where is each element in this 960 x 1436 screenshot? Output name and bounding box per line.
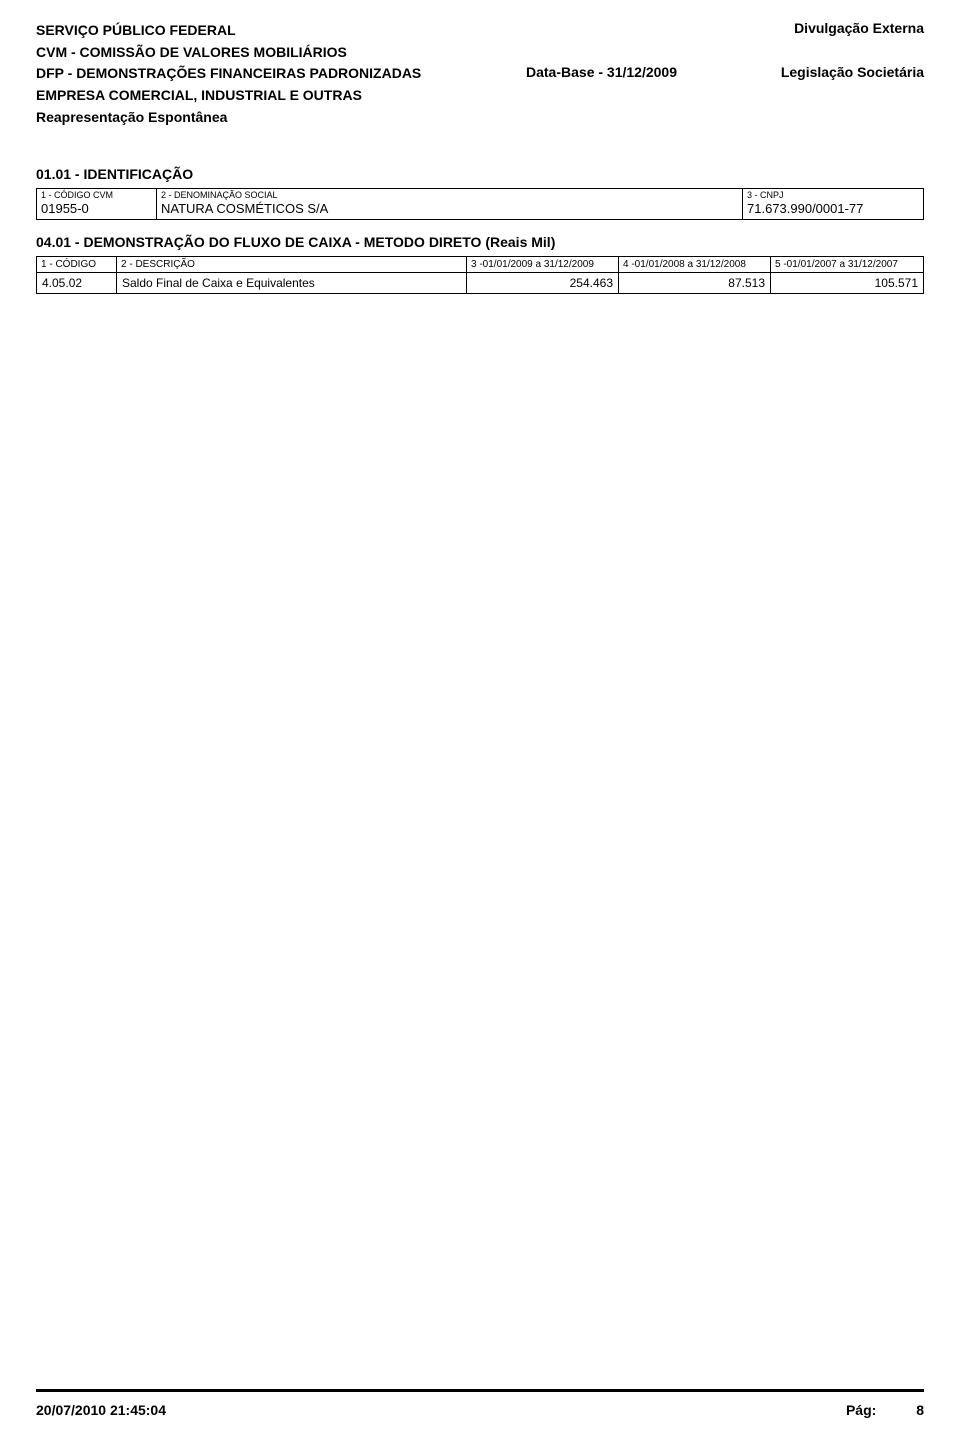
table-row: 4.05.02 Saldo Final de Caixa e Equivalen… (37, 272, 923, 293)
th-period-2007: 5 -01/01/2007 a 31/12/2007 (771, 257, 923, 272)
id-cell-codigo-cvm: 1 - CÓDIGO CVM 01955-0 (37, 189, 157, 219)
header-right-top: Divulgação Externa (794, 20, 924, 36)
section-data-title: 04.01 - DEMONSTRAÇÃO DO FLUXO DE CAIXA -… (36, 234, 924, 250)
page: SERVIÇO PÚBLICO FEDERAL CVM - COMISSÃO D… (0, 0, 960, 1436)
header-data-base: Data-Base - 31/12/2009 (526, 64, 677, 80)
id-label-codigo-cvm: 1 - CÓDIGO CVM (41, 190, 152, 201)
footer-page-label: Pág: (846, 1402, 876, 1418)
th-descricao: 2 - DESCRIÇÃO (117, 257, 467, 272)
td-codigo: 4.05.02 (37, 273, 117, 293)
header-line-5: Reapresentação Espontânea (36, 107, 421, 129)
header-line-3: DFP - DEMONSTRAÇÕES FINANCEIRAS PADRONIZ… (36, 63, 421, 85)
identification-table: 1 - CÓDIGO CVM 01955-0 2 - DENOMINAÇÃO S… (36, 188, 924, 220)
td-val-2009: 254.463 (467, 273, 619, 293)
id-table-row: 1 - CÓDIGO CVM 01955-0 2 - DENOMINAÇÃO S… (37, 189, 923, 219)
th-period-2009: 3 -01/01/2009 a 31/12/2009 (467, 257, 619, 272)
footer-page-number: 8 (916, 1402, 924, 1418)
header-line-4: EMPRESA COMERCIAL, INDUSTRIAL E OUTRAS (36, 85, 421, 107)
footer-rule (36, 1389, 924, 1392)
td-val-2007: 105.571 (771, 273, 923, 293)
footer-timestamp: 20/07/2010 21:45:04 (36, 1402, 166, 1418)
id-value-codigo-cvm: 01955-0 (41, 201, 152, 218)
header-line-1: SERVIÇO PÚBLICO FEDERAL (36, 20, 421, 42)
header-legislation: Legislação Societária (781, 64, 924, 80)
header-line-2: CVM - COMISSÃO DE VALORES MOBILIÁRIOS (36, 42, 421, 64)
td-descricao: Saldo Final de Caixa e Equivalentes (117, 273, 467, 293)
th-codigo: 1 - CÓDIGO (37, 257, 117, 272)
cashflow-table: 1 - CÓDIGO 2 - DESCRIÇÃO 3 -01/01/2009 a… (36, 256, 924, 294)
id-cell-denominacao: 2 - DENOMINAÇÃO SOCIAL NATURA COSMÉTICOS… (157, 189, 743, 219)
document-header: SERVIÇO PÚBLICO FEDERAL CVM - COMISSÃO D… (36, 20, 924, 160)
th-period-2008: 4 -01/01/2008 a 31/12/2008 (619, 257, 771, 272)
footer-page: Pág: 8 (846, 1402, 924, 1418)
table-header-row: 1 - CÓDIGO 2 - DESCRIÇÃO 3 -01/01/2009 a… (37, 257, 923, 272)
header-left: SERVIÇO PÚBLICO FEDERAL CVM - COMISSÃO D… (36, 20, 421, 128)
id-value-denominacao: NATURA COSMÉTICOS S/A (161, 201, 738, 218)
id-label-cnpj: 3 - CNPJ (747, 190, 919, 201)
id-value-cnpj: 71.673.990/0001-77 (747, 201, 919, 218)
section-id-title: 01.01 - IDENTIFICAÇÃO (36, 166, 924, 182)
page-footer: 20/07/2010 21:45:04 Pág: 8 (36, 1402, 924, 1418)
id-label-denominacao: 2 - DENOMINAÇÃO SOCIAL (161, 190, 738, 201)
td-val-2008: 87.513 (619, 273, 771, 293)
id-cell-cnpj: 3 - CNPJ 71.673.990/0001-77 (743, 189, 923, 219)
